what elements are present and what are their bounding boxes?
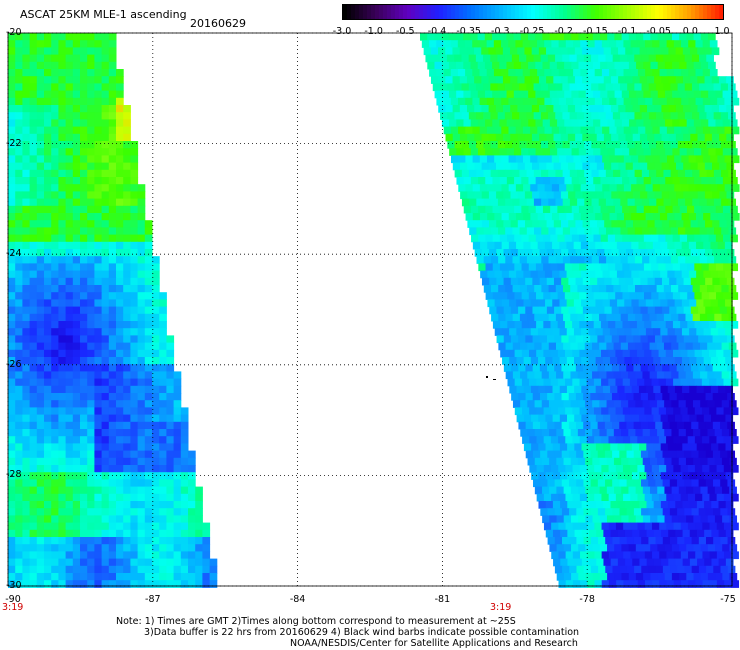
longitude-label: -84	[289, 594, 306, 605]
colorbar	[342, 4, 724, 20]
map-title: ASCAT 25KM MLE-1 ascending	[20, 8, 187, 21]
colorbar-label: 0.0	[682, 26, 698, 37]
colorbar-label: -0.1	[617, 26, 637, 37]
colorbar-label: -0.35	[456, 26, 481, 37]
time-label-left: 3:19	[2, 602, 24, 613]
latitude-label: -30	[6, 580, 22, 591]
longitude-label: -78	[579, 594, 595, 605]
note-line-3: NOAA/NESDIS/Center for Satellite Applica…	[290, 638, 578, 649]
note-line-2: 3)Data buffer is 22 hrs from 20160629 4)…	[144, 627, 580, 638]
latitude-label: -20	[6, 27, 22, 38]
latitude-label: -28	[6, 469, 22, 481]
colorbar-label: -1.0	[364, 26, 383, 37]
map-frame	[7, 32, 733, 587]
latitude-label: -24	[6, 248, 22, 260]
colorbar-label: -0.15	[583, 26, 608, 37]
colorbar-label: -0.25	[519, 26, 545, 37]
colorbar-labels: -3.0 -1.0 -0.5 -0.4 -0.35 -0.3 -0.25 -0.2 -0.15-…	[0, 26, 740, 40]
latitude-label: -26	[6, 358, 22, 370]
time-label-right: 3:19	[490, 602, 512, 613]
colorbar-label: -0.05	[646, 26, 671, 37]
colorbar-label: -0.2	[554, 26, 573, 37]
latitude-label: -22	[6, 137, 22, 149]
colorbar-label: 1.0	[714, 26, 730, 37]
longitude-label: -90	[5, 594, 21, 605]
swath-cells	[8, 33, 740, 588]
colorbar-label: -0.4	[427, 26, 447, 37]
colorbar-label: -0.5	[396, 26, 415, 37]
wind-barb-mark	[493, 379, 496, 380]
longitude-label: -75	[720, 594, 736, 605]
wind-barb-mark	[486, 376, 488, 378]
longitude-label: -87	[145, 594, 161, 605]
note-line-1: Note: 1) Times are GMT 2)Times along bot…	[116, 616, 516, 627]
colorbar-label: -0.3	[491, 26, 510, 37]
map-date: 20160629	[190, 17, 246, 30]
colorbar-label: -3.0	[332, 26, 352, 37]
longitude-label: -81	[434, 594, 451, 605]
